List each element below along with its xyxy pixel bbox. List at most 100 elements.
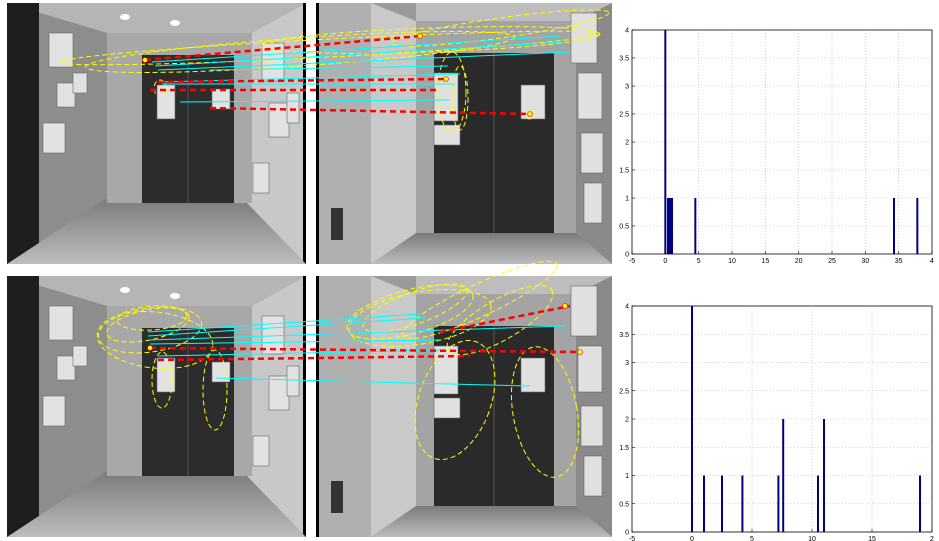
feature-ellipse bbox=[116, 305, 188, 331]
floor bbox=[7, 198, 306, 264]
y-tick-label: 1.5 bbox=[619, 445, 629, 452]
ceiling-light bbox=[170, 20, 180, 26]
match-line bbox=[209, 65, 449, 71]
feature-ellipse bbox=[97, 306, 203, 354]
outlier-line bbox=[157, 354, 471, 362]
histogram-bar bbox=[671, 198, 673, 254]
fire-extinguisher bbox=[331, 208, 343, 240]
feature-ellipse bbox=[59, 30, 601, 66]
floor bbox=[371, 506, 612, 537]
feature-ellipse bbox=[151, 351, 173, 409]
match-line bbox=[147, 313, 421, 333]
wall-poster bbox=[48, 32, 74, 68]
wall-poster bbox=[72, 72, 88, 94]
wall-poster bbox=[583, 455, 603, 497]
feature-ellipse bbox=[346, 284, 474, 340]
wall-poster bbox=[252, 162, 270, 194]
histogram-bar bbox=[919, 475, 921, 532]
y-tick-label: 2 bbox=[625, 140, 629, 147]
x-tick-label: 4 bbox=[930, 258, 934, 265]
y-tick-label: 0 bbox=[625, 252, 629, 259]
y-tick-label: 1.5 bbox=[619, 168, 629, 175]
photo-svg bbox=[7, 276, 306, 537]
x-tick-label: 10 bbox=[728, 258, 736, 265]
bottom-histogram-svg: -5 0 5 10 15 200.511.522.533.54 bbox=[619, 304, 934, 541]
x-tick-label: 2 bbox=[930, 536, 934, 541]
outlier-line bbox=[144, 34, 421, 62]
histogram-bar bbox=[916, 198, 919, 254]
left-dark-edge bbox=[7, 3, 39, 264]
wall-poster bbox=[56, 355, 76, 381]
bottom-match-overlay bbox=[96, 260, 583, 478]
y-tick-label: 1 bbox=[625, 196, 629, 203]
match-line bbox=[179, 99, 451, 103]
histogram-bar bbox=[741, 475, 744, 532]
histogram-bar bbox=[721, 475, 723, 532]
y-tick-label: 4 bbox=[625, 304, 629, 311]
wall-poster bbox=[577, 72, 603, 120]
wall-poster bbox=[433, 124, 461, 146]
x-tick-label: 15 bbox=[868, 536, 876, 541]
y-tick-label: 3.5 bbox=[619, 56, 629, 63]
ceiling-light bbox=[120, 14, 130, 20]
outlier-line bbox=[209, 106, 531, 116]
y-tick-label: 3 bbox=[625, 360, 629, 367]
wall-poster bbox=[580, 132, 604, 174]
wall-poster bbox=[72, 345, 88, 367]
match-line bbox=[157, 349, 446, 357]
wall-poster bbox=[48, 305, 74, 341]
wall-poster bbox=[252, 435, 270, 467]
x-tick-label: 5 bbox=[697, 258, 701, 265]
keypoint bbox=[147, 345, 153, 351]
y-tick-label: 0.5 bbox=[619, 224, 629, 231]
outlier-line bbox=[157, 77, 447, 84]
wall-poster bbox=[433, 397, 461, 419]
bottom-right-corridor-photo bbox=[316, 276, 612, 537]
feature-ellipse bbox=[362, 283, 468, 333]
top-histogram: -5 0 5 10 15 20 25 30 35 4 0 0.5 1 1.5 2 2.5 3 3.5 4 bbox=[619, 0, 939, 275]
feature-ellipse bbox=[451, 65, 469, 131]
match-line bbox=[154, 41, 566, 67]
wall-poster bbox=[286, 365, 300, 397]
histogram-bar bbox=[777, 475, 780, 532]
histogram-bar bbox=[823, 419, 825, 532]
photo-svg bbox=[7, 3, 306, 264]
feature-ellipse bbox=[437, 51, 467, 133]
histogram-bar bbox=[667, 198, 669, 254]
keypoint bbox=[577, 349, 583, 355]
x-tick-label: 30 bbox=[861, 258, 869, 265]
wall-poster bbox=[580, 405, 604, 447]
keypoint bbox=[417, 33, 423, 39]
match-line bbox=[149, 325, 566, 341]
outlier-line bbox=[149, 346, 581, 354]
top-right-corridor-photo bbox=[316, 3, 612, 264]
histogram-bar bbox=[782, 419, 785, 532]
feature-ellipse bbox=[414, 339, 496, 461]
match-line bbox=[157, 51, 571, 71]
feature-ellipse bbox=[390, 9, 610, 47]
feature-ellipse bbox=[85, 31, 515, 73]
photo-svg bbox=[316, 276, 612, 537]
x-tick-label: 20 bbox=[795, 258, 803, 265]
wall-poster bbox=[286, 92, 300, 124]
wall-poster bbox=[211, 361, 231, 383]
histogram-bar bbox=[703, 475, 705, 532]
x-tick-label: 35 bbox=[895, 258, 903, 265]
feature-ellipse bbox=[153, 79, 167, 97]
match-line bbox=[151, 35, 561, 63]
top-match-overlay bbox=[59, 9, 610, 133]
feature-ellipse bbox=[106, 307, 190, 343]
y-tick-label: 2 bbox=[625, 417, 629, 424]
bottom-histogram: -5 0 5 10 15 2 0 0.5 1 1.5 2 2.5 3 3.5 4 bbox=[619, 272, 939, 541]
top-histogram-svg: -5 0 5 10 15 20 25 30 35 400.511.522.533.54 bbox=[619, 28, 934, 266]
x-tick-label: -5 bbox=[629, 536, 635, 541]
y-tick-label: 0.5 bbox=[619, 501, 629, 508]
wall-poster bbox=[42, 395, 66, 427]
photo-svg bbox=[316, 3, 612, 264]
y-tick-label: 3.5 bbox=[619, 332, 629, 339]
wall-poster bbox=[570, 285, 598, 337]
histogram-bar bbox=[669, 198, 671, 254]
feature-ellipse bbox=[202, 349, 228, 431]
floor bbox=[371, 233, 612, 264]
x-tick-label: -5 bbox=[629, 258, 635, 265]
